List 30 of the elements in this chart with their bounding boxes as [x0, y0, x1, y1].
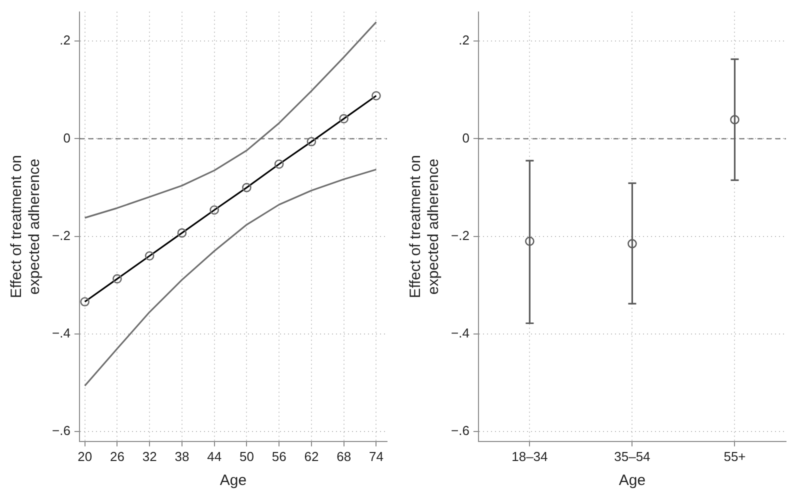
x-tick-label: 68 [336, 448, 352, 464]
x-tick-label: 35–54 [614, 448, 650, 464]
y-tick-label: −.6 [52, 423, 70, 438]
y-tick-label: −.2 [52, 228, 70, 243]
y-tick-label: −.2 [450, 228, 470, 243]
x-axis-title: Age [618, 472, 646, 490]
y-tick-label: −.4 [52, 326, 70, 341]
y-tick-label: 0 [63, 130, 70, 146]
y-tick-label: .2 [60, 32, 70, 48]
x-tick-label: 62 [304, 448, 319, 464]
x-axis-title: Age [220, 472, 247, 490]
point [730, 115, 740, 124]
x-tick-label: 44 [207, 448, 222, 464]
y-axis-title: Effect of treatment on expected adherence [8, 155, 44, 298]
x-tick-label: 38 [174, 448, 190, 464]
point [525, 236, 534, 246]
y-tick-label: 0 [462, 130, 470, 146]
y-tick-label: −.6 [450, 423, 470, 438]
y-tick-label: −.4 [450, 326, 470, 341]
x-tick-label: 55+ [724, 448, 746, 464]
x-tick-label: 74 [368, 448, 384, 464]
x-tick-label: 18–34 [512, 448, 548, 464]
x-tick-label: 26 [110, 448, 124, 464]
x-tick-label: 50 [239, 448, 254, 464]
x-tick-label: 20 [78, 448, 92, 464]
x-tick-label: 32 [142, 448, 157, 464]
y-tick-label: .2 [458, 32, 470, 48]
y-axis-title: Effect of treatment on expected adherence [407, 155, 442, 298]
point [628, 239, 637, 248]
x-tick-label: 56 [272, 448, 286, 464]
